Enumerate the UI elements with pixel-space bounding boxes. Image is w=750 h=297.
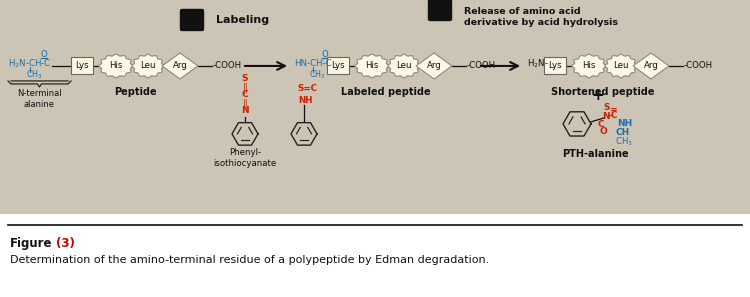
Text: S: S <box>603 103 610 113</box>
Text: +: + <box>592 89 604 103</box>
Text: Lys: Lys <box>75 61 88 70</box>
Text: H$_2$N-CH-C: H$_2$N-CH-C <box>8 58 52 70</box>
Text: CH$_3$: CH$_3$ <box>615 136 633 148</box>
Text: Lys: Lys <box>332 61 345 70</box>
Text: Shortened peptide: Shortened peptide <box>551 87 655 97</box>
Text: S=C: S=C <box>297 84 317 93</box>
Text: =: = <box>610 105 618 114</box>
Polygon shape <box>132 54 164 78</box>
Text: Figure: Figure <box>10 237 53 250</box>
Text: 2: 2 <box>436 4 444 17</box>
Text: NH: NH <box>298 96 313 105</box>
Text: Lys: Lys <box>548 61 562 70</box>
FancyBboxPatch shape <box>428 0 451 20</box>
Text: NH: NH <box>617 119 632 128</box>
Text: (3): (3) <box>56 237 75 250</box>
Text: N: N <box>602 112 610 121</box>
Text: Labeled peptide: Labeled peptide <box>341 87 430 97</box>
Polygon shape <box>572 54 606 78</box>
Polygon shape <box>99 54 133 78</box>
Text: C: C <box>242 90 248 99</box>
Text: Leu: Leu <box>396 61 412 70</box>
Text: Phenyl-
isothiocyanate: Phenyl- isothiocyanate <box>213 148 277 168</box>
Text: CH: CH <box>615 128 629 138</box>
Text: Arg: Arg <box>644 61 658 70</box>
Text: O: O <box>40 50 47 59</box>
Text: -C: -C <box>608 111 618 120</box>
Text: O: O <box>322 50 328 59</box>
Text: ‖: ‖ <box>242 99 248 109</box>
Polygon shape <box>416 53 452 79</box>
Text: Arg: Arg <box>427 61 441 70</box>
Bar <box>544 57 566 75</box>
Text: CH$_3$: CH$_3$ <box>26 69 43 81</box>
Text: N: N <box>242 106 249 115</box>
Text: Leu: Leu <box>140 61 156 70</box>
Polygon shape <box>162 53 198 79</box>
Text: His: His <box>365 61 379 70</box>
Polygon shape <box>355 54 389 78</box>
Polygon shape <box>605 54 637 78</box>
Text: Peptide: Peptide <box>114 87 156 97</box>
Text: C: C <box>598 120 604 129</box>
Text: O: O <box>600 127 608 136</box>
Text: Determination of the amino-terminal residue of a polypeptide by Edman degradatio: Determination of the amino-terminal resi… <box>10 255 489 265</box>
Polygon shape <box>633 53 669 79</box>
Text: H$_2$N-: H$_2$N- <box>527 58 549 70</box>
Text: Leu: Leu <box>614 61 628 70</box>
Text: CH$_3$: CH$_3$ <box>309 69 326 81</box>
Bar <box>327 57 349 75</box>
Text: His: His <box>110 61 123 70</box>
Text: -COOH: -COOH <box>467 61 496 70</box>
Text: ‖: ‖ <box>242 83 248 94</box>
FancyBboxPatch shape <box>181 10 203 31</box>
Text: 1: 1 <box>188 13 196 26</box>
Text: PTH-alanine: PTH-alanine <box>562 149 628 159</box>
Text: HN-CH-C: HN-CH-C <box>294 59 332 68</box>
Text: N-terminal
alanine: N-terminal alanine <box>17 89 62 109</box>
FancyBboxPatch shape <box>0 0 750 216</box>
Text: Labeling: Labeling <box>216 15 269 25</box>
Text: His: His <box>582 61 596 70</box>
Polygon shape <box>388 54 420 78</box>
Text: -COOH: -COOH <box>213 61 242 70</box>
Bar <box>71 57 93 75</box>
Text: Arg: Arg <box>172 61 188 70</box>
Text: -COOH: -COOH <box>684 61 713 70</box>
Text: S: S <box>242 74 248 83</box>
Text: Release of amino acid
derivative by acid hydrolysis: Release of amino acid derivative by acid… <box>464 7 618 27</box>
